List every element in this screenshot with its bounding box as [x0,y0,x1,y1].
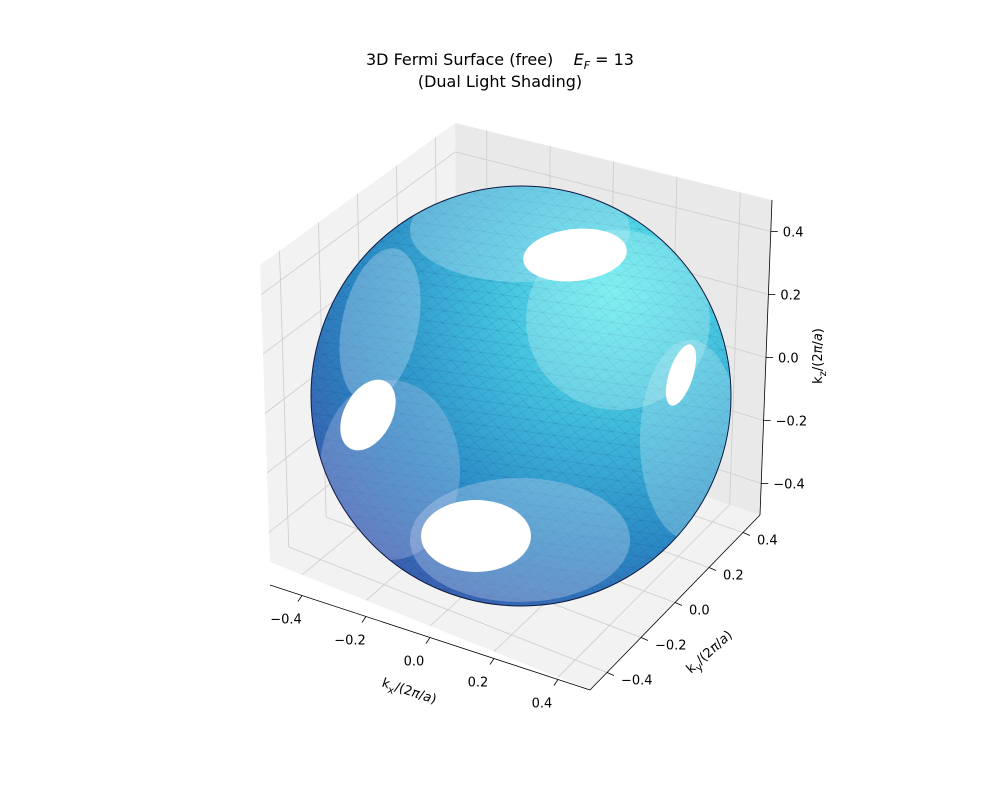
z-tick-label: −0.4 [773,478,805,493]
surface-mesh [311,186,731,606]
z-tick-label: 0.4 [783,226,804,241]
y-tick-label: −0.4 [621,674,653,689]
tick-marks [297,231,778,686]
energy-subscript: F [583,59,591,73]
z-tick-label: 0.2 [780,289,801,304]
x-tick-label: −0.2 [334,634,366,649]
hole-top [523,228,627,282]
y-tick [708,567,717,571]
y-tick-label: 0.0 [689,604,710,619]
x-tick-label: 0.2 [468,676,489,691]
energy-symbol: E [573,50,584,69]
z-axis-label: kz/(2π/a) [811,328,829,384]
x-axis-label: kx/(2π/a) [379,676,438,711]
z-tick-label: 0.0 [778,352,799,367]
x-tick-label: 0.4 [532,697,553,712]
y-tick [606,672,615,676]
y-grid-line [288,546,608,673]
back-patch-left [339,248,421,402]
x-tick [553,679,559,686]
y-tick-label: −0.2 [655,639,687,654]
chart-title-energy: EF = 13 [573,50,634,73]
x-tick [489,658,495,665]
x-tick-label: 0.0 [404,655,425,670]
chart-title: 3D Fermi Surface (free) EF = 13 [0,50,1000,72]
hole-bottom [421,500,531,572]
y-tick [640,637,649,641]
y-tick-label: 0.4 [757,534,778,549]
y-tick-label: 0.2 [723,569,744,584]
chart-title-text: 3D Fermi Surface (free) [366,50,554,69]
z-grid-line-back [455,151,771,232]
x-tick [361,616,367,623]
hole-left [340,379,396,451]
fermi-surface [310,185,732,607]
y-tick [674,602,683,606]
chart-subtitle: (Dual Light Shading) [417,72,583,91]
z-tick-label: −0.2 [776,415,808,430]
x-tick-label: −0.4 [270,613,302,628]
tick-labels: −0.4 −0.2 0.0 0.2 0.4 −0.4 −0.2 0.0 0.2 0.4 −0.4 −0… [270,226,807,712]
energy-value: = 13 [595,50,634,69]
z-grid-line-left [260,151,456,296]
hole-right [665,344,697,406]
x-tick [425,637,431,644]
y-axis-label: ky/(2π/a) [684,628,738,679]
sphere-outline [310,185,732,607]
x-tick [297,595,303,602]
y-tick [742,532,751,536]
